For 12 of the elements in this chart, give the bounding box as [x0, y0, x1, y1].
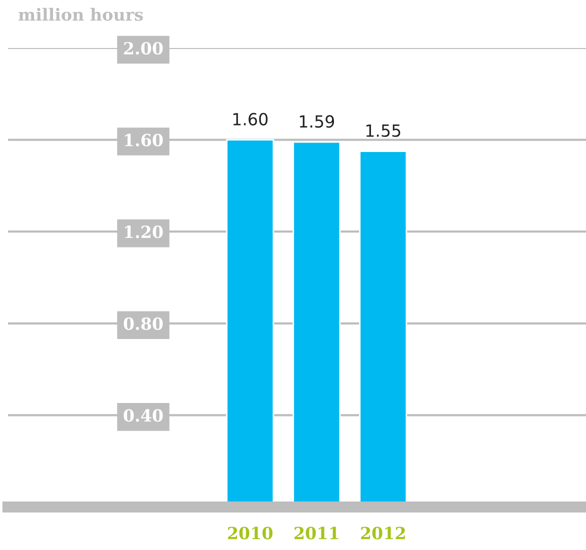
y-tick-label: 2.00: [124, 42, 163, 55]
x-tick-label: 2010: [228, 526, 273, 540]
data-label: 1.60: [233, 112, 268, 126]
y-tick-label: 1.20: [125, 226, 163, 238]
y-tick-label: 0.40: [124, 409, 163, 422]
y-tick-label: 1.60: [125, 134, 163, 146]
x-tick-label: 2012: [361, 526, 405, 540]
x-tick-label: 2011: [294, 526, 338, 540]
data-label: 1.59: [300, 115, 334, 128]
y-tick-label: 0.80: [124, 317, 163, 330]
data-label: 1.55: [366, 124, 400, 137]
y-axis-title: million hours: [18, 8, 143, 21]
